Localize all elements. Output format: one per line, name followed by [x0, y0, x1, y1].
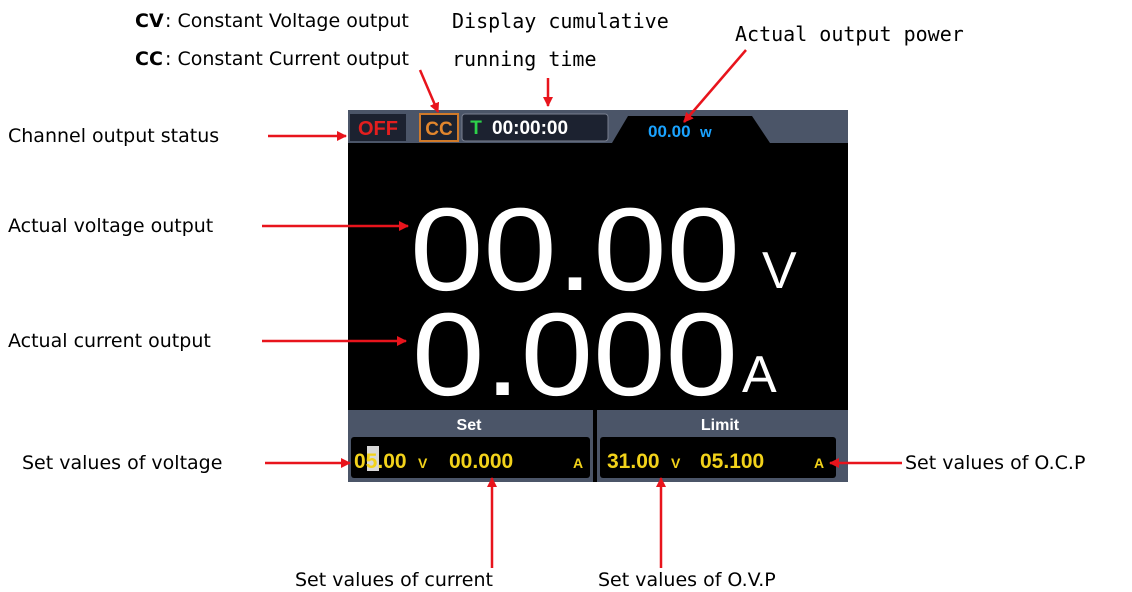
set-current-label: Set values of current	[295, 569, 493, 591]
set-current-unit: A	[573, 455, 583, 471]
status: OFF	[358, 118, 398, 140]
output-power-label: Actual output power	[735, 22, 964, 46]
set-ovp-label: Set values of O.V.P	[598, 569, 776, 591]
cc-text: : Constant Current output	[165, 48, 409, 70]
timer-label: T	[470, 118, 482, 139]
cv-label: CV	[135, 10, 164, 32]
limit-current: 05.100	[700, 450, 764, 473]
current: 0.000	[412, 289, 738, 421]
voltage-output-label: Actual voltage output	[8, 215, 213, 237]
limit-voltage: 31.00	[607, 450, 660, 473]
running-time-line: running time	[452, 47, 597, 71]
page: {"annotations": { "cv_label": "CV", "cv_…	[0, 0, 1132, 592]
running-time-line: Display cumulative	[452, 9, 669, 33]
power-tab	[612, 116, 770, 143]
screen: OFF CC T 00:00:00 00.00 w 00.00 V 0.000 …	[348, 110, 848, 482]
power: 00.00	[648, 122, 691, 141]
set-voltage: 05.00	[354, 450, 407, 473]
current-output-label: Actual current output	[8, 330, 211, 352]
set-title: Set	[457, 417, 483, 434]
voltage-unit: V	[762, 242, 797, 300]
power-unit: w	[699, 124, 712, 141]
limit-title: Limit	[701, 417, 740, 434]
set-voltage-unit: V	[418, 455, 428, 471]
diagram: OFF CC T 00:00:00 00.00 w 00.00 V 0.000 …	[0, 0, 1132, 592]
set-current: 00.000	[449, 450, 513, 473]
channel-status-label: Channel output status	[8, 125, 219, 147]
limit-voltage-unit: V	[671, 455, 681, 471]
set-ocp-label: Set values of O.C.P	[905, 452, 1085, 474]
cc-label: CC	[135, 48, 163, 70]
arrow	[420, 70, 438, 112]
cv-text: : Constant Voltage output	[165, 10, 409, 32]
mode: CC	[425, 119, 453, 140]
set-voltage-label: Set values of voltage	[22, 452, 222, 474]
limit-current-unit: A	[814, 455, 824, 471]
timer: 00:00:00	[492, 118, 568, 139]
current-unit: A	[742, 346, 777, 404]
